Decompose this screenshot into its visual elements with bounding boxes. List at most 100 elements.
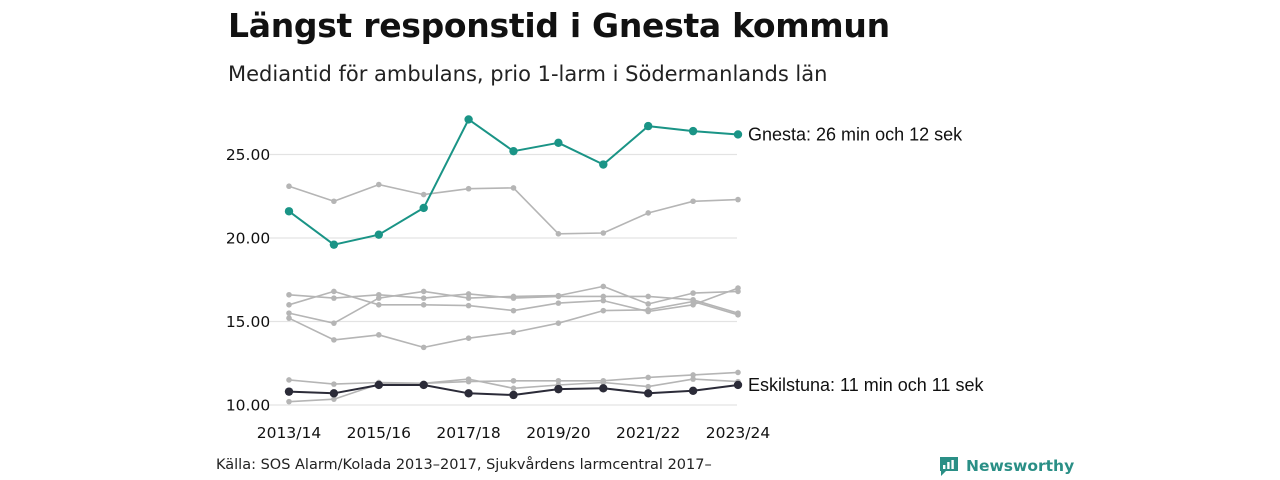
data-point	[735, 369, 741, 376]
data-point	[554, 384, 563, 394]
x-tick-label: 2021/22	[616, 424, 680, 442]
data-point	[465, 302, 472, 309]
data-point	[374, 380, 383, 390]
data-point	[510, 377, 517, 384]
data-point	[688, 126, 698, 136]
series-line	[288, 285, 739, 325]
data-point	[420, 344, 427, 351]
data-point	[555, 292, 562, 299]
data-point	[600, 379, 607, 386]
data-point	[286, 310, 292, 316]
data-point	[645, 308, 651, 315]
chart-title: Längst responstid i Gnesta kommun	[228, 6, 890, 45]
data-point	[331, 396, 337, 402]
data-point	[645, 374, 651, 381]
data-point	[733, 130, 743, 139]
data-point	[331, 320, 337, 326]
series-gnesta	[284, 115, 743, 249]
data-point	[284, 387, 294, 396]
data-point	[600, 283, 607, 290]
series-line	[288, 118, 739, 246]
data-point	[376, 332, 382, 338]
data-point	[510, 307, 517, 314]
x-tick-label: 2019/20	[526, 424, 590, 442]
series-lines	[284, 115, 743, 405]
y-tick-label: 10.00	[226, 397, 270, 415]
data-point	[690, 376, 696, 382]
data-point	[419, 380, 428, 390]
series-context-5	[286, 298, 741, 351]
data-point	[690, 290, 696, 296]
data-point	[286, 291, 292, 298]
data-point	[464, 389, 473, 398]
data-point	[645, 210, 651, 216]
data-point	[329, 240, 339, 249]
data-point	[284, 207, 294, 216]
data-point	[554, 138, 563, 148]
data-point	[465, 335, 472, 342]
data-point	[419, 203, 428, 213]
end-label-gnesta: Gnesta: 26 min och 12 sek	[748, 124, 963, 144]
data-point	[464, 115, 473, 124]
data-point	[286, 398, 292, 405]
data-point	[420, 288, 427, 295]
data-point	[599, 384, 608, 393]
y-tick-label: 15.00	[226, 313, 270, 331]
data-point	[465, 291, 472, 297]
y-tick-label: 25.00	[226, 146, 270, 164]
data-point	[331, 198, 337, 205]
data-point	[735, 285, 741, 291]
data-point	[465, 185, 472, 192]
data-point	[374, 230, 383, 239]
data-point	[510, 385, 517, 392]
data-point	[286, 377, 292, 383]
brand-name: Newsworthy	[966, 457, 1075, 475]
x-axis-ticks: 2013/14 2015/16 2017/18 2019/20 2021/22 2023/…	[257, 424, 770, 442]
data-point	[599, 160, 608, 169]
x-tick-label: 2017/18	[436, 424, 500, 442]
data-point	[645, 383, 651, 390]
data-point	[286, 302, 292, 308]
data-point	[376, 295, 382, 301]
newsworthy-logo[interactable]: Newsworthy	[938, 455, 1074, 477]
data-point	[420, 302, 427, 308]
data-point	[555, 300, 562, 306]
data-point	[555, 231, 562, 237]
series-eskilstuna	[284, 380, 743, 400]
series-context-4	[286, 283, 741, 326]
x-tick-label: 2023/24	[706, 424, 770, 442]
end-label-eskilstuna: Eskilstuna: 11 min och 11 sek	[748, 375, 984, 395]
data-point	[331, 337, 337, 343]
series-context-6	[286, 285, 741, 315]
newsworthy-logo-icon	[940, 457, 958, 476]
data-point	[376, 302, 382, 308]
data-point	[690, 372, 696, 378]
series-line	[288, 183, 739, 235]
data-point	[735, 312, 741, 318]
x-tick-label: 2015/16	[347, 424, 411, 442]
data-point	[420, 191, 427, 198]
data-point	[286, 315, 292, 321]
data-point	[690, 302, 696, 308]
x-tick-label: 2013/14	[257, 424, 321, 442]
data-point	[733, 380, 743, 390]
data-point	[509, 390, 518, 400]
data-point	[509, 146, 518, 156]
chart-subtitle: Mediantid för ambulans, prio 1-larm i Sö…	[228, 62, 828, 86]
data-point	[331, 381, 337, 387]
data-point	[329, 389, 339, 398]
end-labels: Gnesta: 26 min och 12 sek Eskilstuna: 11 …	[748, 124, 984, 395]
data-point	[510, 185, 517, 191]
data-point	[555, 377, 562, 384]
data-point	[688, 386, 698, 396]
data-point	[555, 320, 562, 326]
y-axis-ticks: 10.00 15.00 20.00 25.00	[226, 146, 270, 415]
data-point	[510, 329, 517, 336]
series-context-8	[286, 376, 741, 405]
data-point	[331, 295, 337, 301]
data-point	[690, 198, 696, 205]
data-point	[420, 295, 427, 301]
data-point	[600, 307, 607, 314]
grid-lines	[270, 153, 737, 406]
